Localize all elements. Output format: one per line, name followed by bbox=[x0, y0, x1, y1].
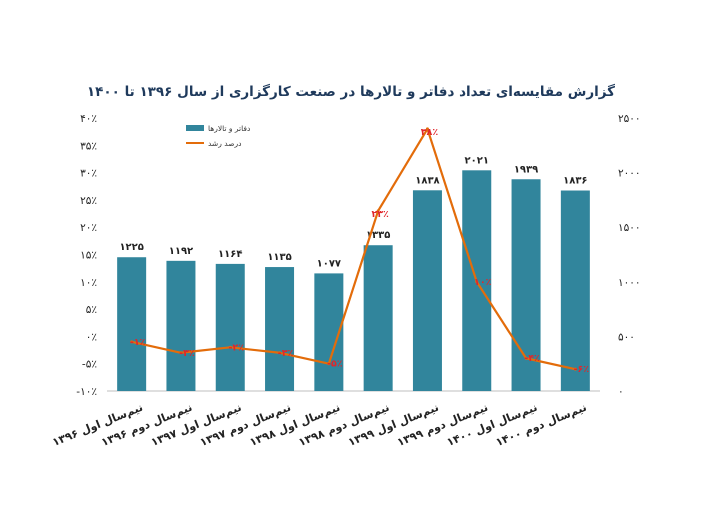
left-tick-label: ۴۰٪ bbox=[80, 113, 97, 125]
growth-value-label: -۵٪ bbox=[327, 359, 343, 370]
growth-value-label: ۲۳٪ bbox=[371, 209, 389, 220]
growth-point bbox=[130, 340, 134, 344]
bar bbox=[215, 263, 245, 391]
chart-title: گزارش مقایسه‌ای تعداد دفاتر و تالارها در… bbox=[87, 83, 615, 100]
right-tick-label: ۰ bbox=[618, 386, 624, 398]
growth-value-label: ۱۰٪ bbox=[474, 277, 492, 288]
legend-bar-swatch bbox=[186, 125, 204, 131]
bar-value-label: ۱۸۳۶ bbox=[563, 176, 587, 187]
right-tick-label: ۱۰۰۰ bbox=[618, 277, 641, 289]
bar-value-label: ۱۱۶۴ bbox=[218, 249, 242, 260]
bar-value-label: ۲۰۲۱ bbox=[465, 155, 489, 166]
growth-value-label: -۴٪ bbox=[524, 353, 540, 364]
right-tick-label: ۱۵۰۰ bbox=[618, 222, 641, 234]
growth-point bbox=[327, 362, 331, 366]
legend-line-label: درصد رشد bbox=[208, 139, 242, 148]
bar bbox=[560, 190, 590, 391]
bar-series: ۱۲۲۵ ۱۱۹۲ ۱۱۶۴ ۱۱۳۵ ۱۰۷۷ ۱۳۳۵ ۱۸۳۸ ۲۰۲۱ ۱۹۳۹ ۱۸۳۶ bbox=[117, 155, 590, 391]
bar bbox=[363, 245, 393, 391]
bar bbox=[511, 179, 541, 391]
growth-value-label: -۱٪ bbox=[130, 337, 146, 348]
bar-value-label: ۱۱۹۲ bbox=[169, 246, 193, 257]
bar bbox=[412, 190, 442, 391]
bar bbox=[117, 257, 147, 391]
bar-value-label: ۱۱۳۵ bbox=[267, 252, 291, 263]
left-tick-label: ۲۰٪ bbox=[80, 222, 97, 234]
left-tick-label: ۱۰٪ bbox=[80, 277, 97, 289]
right-tick-label: ۲۵۰۰ bbox=[618, 113, 641, 125]
left-axis: -۱۰٪ -۵٪ ۰٪ ۵٪ ۱۰٪ ۱۵٪ ۲۰٪ ۲۵٪ ۳۰٪ ۳۵٪ ۴۰٪ bbox=[76, 113, 97, 398]
bar bbox=[166, 260, 196, 391]
left-tick-label: ۵٪ bbox=[86, 304, 97, 316]
bar-value-label: ۱۲۲۵ bbox=[119, 242, 143, 253]
bar bbox=[265, 267, 295, 391]
bar-value-label: ۱۰۷۷ bbox=[317, 258, 341, 269]
left-tick-label: ۳۵٪ bbox=[80, 140, 97, 152]
growth-point bbox=[179, 351, 183, 355]
legend: دفاتر و تالارها درصد رشد bbox=[186, 124, 250, 148]
growth-line bbox=[131, 127, 576, 371]
growth-value-label: ۳۸٪ bbox=[421, 127, 439, 138]
growth-line-series: -۱٪ -۳٪ -۲٪ -۳٪ -۵٪ ۲۳٪ ۳۸٪ ۱۰٪ -۴٪ -۶٪ bbox=[130, 127, 589, 375]
bar-value-label: ۱۳۳۵ bbox=[366, 230, 390, 241]
left-tick-label: ۳۰٪ bbox=[80, 168, 97, 180]
right-tick-label: ۲۰۰۰ bbox=[618, 168, 641, 180]
growth-value-label: -۶٪ bbox=[574, 364, 590, 375]
right-axis: ۰ ۵۰۰ ۱۰۰۰ ۱۵۰۰ ۲۰۰۰ ۲۵۰۰ bbox=[618, 113, 641, 398]
left-tick-label: ۰٪ bbox=[86, 331, 97, 343]
growth-point bbox=[573, 367, 577, 371]
legend-bar-label: دفاتر و تالارها bbox=[208, 124, 250, 133]
bar-value-label: ۱۸۳۸ bbox=[415, 175, 439, 186]
growth-value-label: -۳٪ bbox=[278, 348, 294, 359]
bar-value-label: ۱۹۳۹ bbox=[514, 164, 538, 175]
growth-point bbox=[278, 351, 282, 355]
growth-point bbox=[376, 209, 380, 213]
right-tick-label: ۵۰۰ bbox=[618, 331, 635, 343]
left-tick-label: ۲۵٪ bbox=[80, 195, 97, 207]
growth-value-label: -۲٪ bbox=[228, 342, 244, 353]
left-tick-label: ۱۵٪ bbox=[80, 250, 97, 262]
left-tick-label: -۵٪ bbox=[82, 359, 97, 371]
growth-point bbox=[524, 356, 528, 360]
left-tick-label: -۱۰٪ bbox=[76, 386, 97, 398]
growth-point bbox=[475, 280, 479, 284]
growth-value-label: -۳٪ bbox=[179, 348, 195, 359]
growth-point bbox=[228, 345, 232, 349]
growth-point bbox=[425, 127, 429, 131]
